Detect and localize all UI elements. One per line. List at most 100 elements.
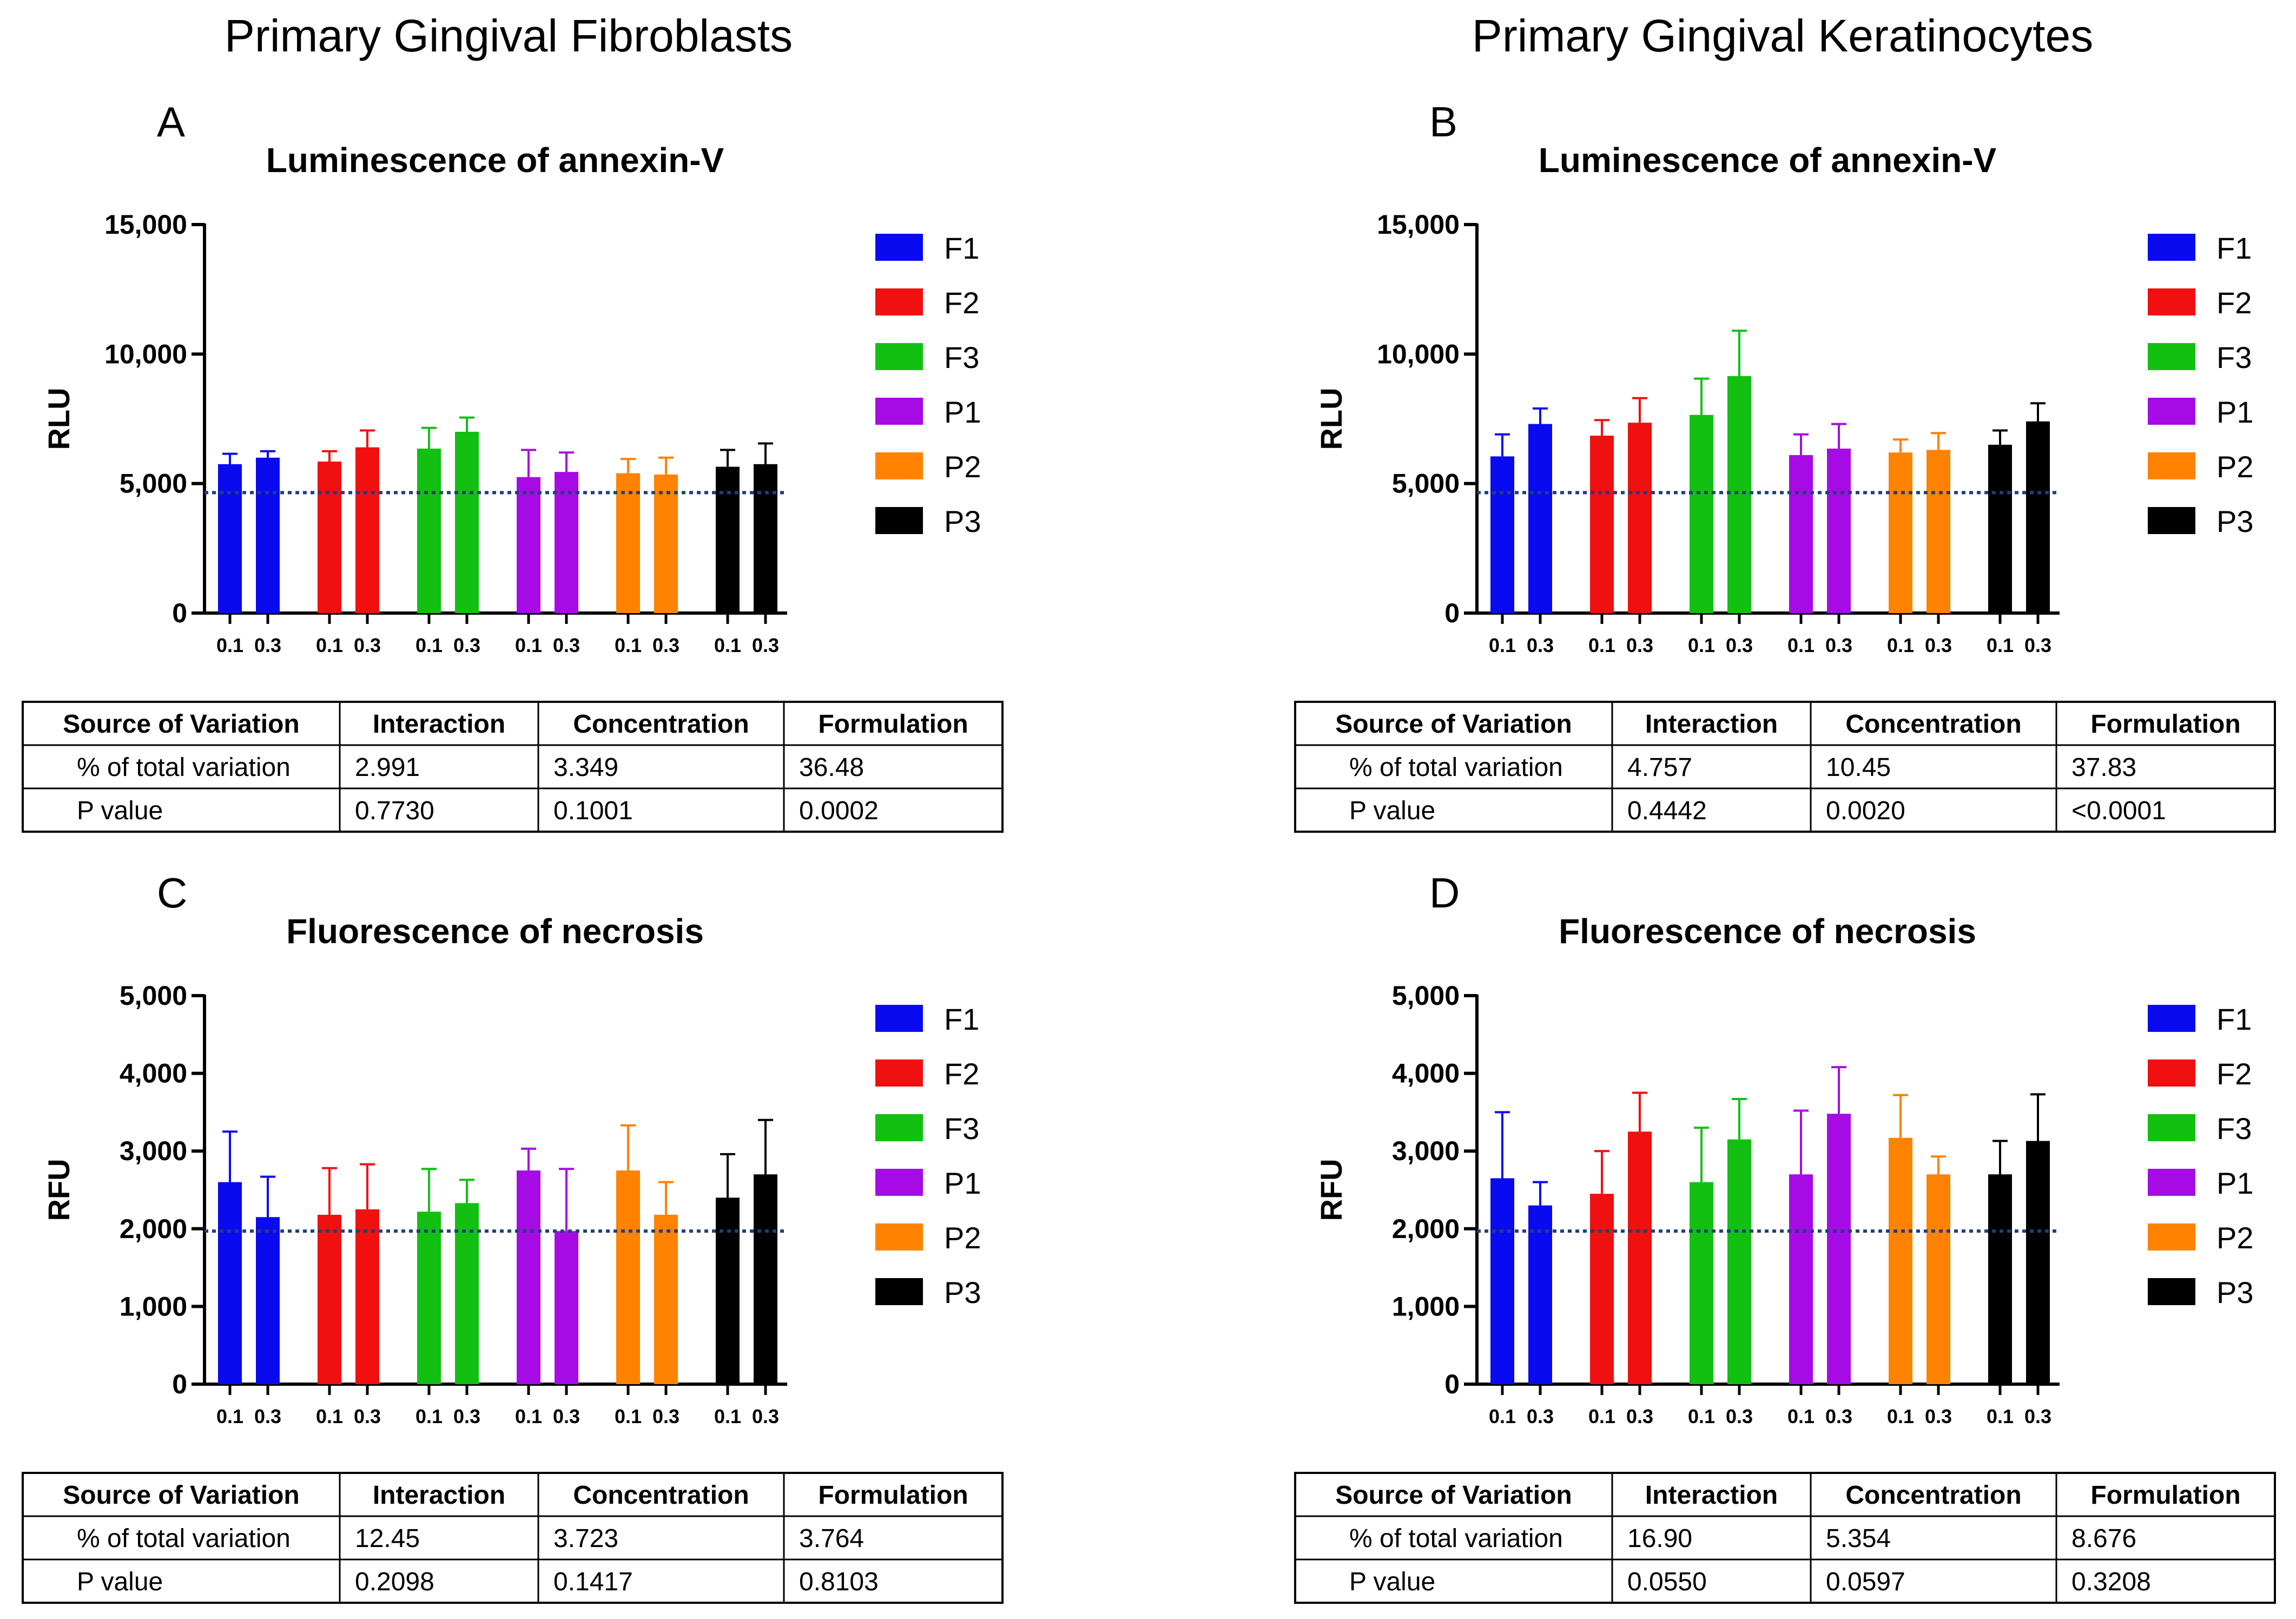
y-tick-label: 3,000	[1392, 1136, 1460, 1166]
table-border	[22, 701, 1004, 833]
legend-swatch-f2	[2148, 288, 2195, 315]
legend-label: P2	[2216, 450, 2254, 484]
table-cell: 0.1001	[553, 797, 633, 825]
bar-f2-03	[355, 447, 379, 613]
table-header-cell: Concentration	[573, 710, 749, 739]
bar-p2-01	[1889, 452, 1912, 613]
legend-swatch-p2	[2148, 452, 2195, 479]
legend-swatch-f3	[2148, 343, 2195, 370]
bar-p3-03	[2026, 421, 2050, 613]
table-cell: P value	[77, 1568, 163, 1596]
y-axis-label: RFU	[1314, 1159, 1348, 1221]
table-cell: 8.676	[2071, 1524, 2136, 1553]
x-tick-label: 0.3	[1925, 634, 1952, 656]
legend-label: F1	[944, 231, 979, 265]
chart-title: Fluorescence of necrosis	[286, 912, 704, 951]
legend-label: P1	[2216, 1166, 2254, 1200]
table-cell: 0.0002	[799, 797, 879, 825]
bar-p2-01	[616, 1170, 640, 1384]
y-tick-label: 10,000	[104, 339, 187, 369]
legend-swatch-f1	[2148, 234, 2195, 261]
x-tick-label: 0.1	[216, 634, 243, 656]
table-cell: 0.0597	[1826, 1568, 1905, 1596]
x-tick-label: 0.1	[1489, 1405, 1516, 1427]
table-cell: <0.0001	[2071, 797, 2166, 825]
bar-p1-01	[1789, 455, 1813, 613]
table-border	[1294, 701, 2276, 833]
legend-swatch-p3	[2148, 507, 2195, 534]
x-tick-label: 0.1	[1887, 634, 1914, 656]
y-tick-label: 0	[172, 598, 187, 628]
bar-f1-03	[256, 457, 280, 613]
table-cell: 0.3208	[2071, 1568, 2151, 1596]
y-tick-label: 4,000	[1392, 1058, 1460, 1089]
legend-swatch-f3	[875, 343, 923, 370]
legend-swatch-p3	[875, 507, 923, 534]
x-tick-label: 0.1	[415, 1405, 443, 1427]
x-tick-label: 0.1	[415, 634, 443, 656]
table-cell: 3.349	[553, 753, 618, 782]
legend-swatch-f1	[875, 1005, 923, 1032]
table-cell: 36.48	[799, 753, 864, 782]
bar-p3-01	[1988, 444, 2012, 613]
bar-f1-03	[1528, 1205, 1552, 1384]
legend-swatch-f3	[2148, 1114, 2195, 1141]
bar-p3-03	[754, 464, 777, 613]
y-tick-label: 5,000	[120, 980, 187, 1011]
bar-p1-03	[555, 1231, 578, 1384]
table-cell: % of total variation	[77, 753, 291, 782]
table-cell: 0.2098	[355, 1568, 434, 1596]
x-tick-label: 0.1	[1787, 1405, 1815, 1427]
stats-table: Source of Variation Interaction Concentrat…	[1294, 1472, 2276, 1604]
legend-label: P1	[944, 1166, 981, 1200]
table-header-cell: Concentration	[1845, 710, 2021, 739]
table-header-cell: Formulation	[2090, 710, 2240, 739]
legend-label: F1	[2216, 1002, 2252, 1036]
table-header-cell: Formulation	[2090, 1481, 2240, 1510]
x-tick-label: 0.1	[1987, 634, 2014, 656]
bar-f3-03	[455, 1203, 479, 1384]
bar-p3-01	[1988, 1174, 2012, 1384]
table-cell: 0.8103	[799, 1568, 879, 1596]
y-axis-label: RLU	[42, 387, 76, 450]
bar-f2-03	[1628, 423, 1652, 613]
table-cell: 3.764	[799, 1524, 864, 1553]
x-tick-label: 0.3	[652, 634, 679, 656]
table-cell: 2.991	[355, 753, 420, 782]
table-header-cell: Interaction	[373, 1481, 505, 1510]
y-tick-label: 15,000	[1377, 209, 1460, 240]
y-tick-label: 5,000	[120, 469, 187, 499]
table-header-cell: Formulation	[818, 1481, 968, 1510]
x-tick-label: 0.1	[1688, 634, 1715, 656]
table-header-cell: Source of Variation	[63, 1481, 299, 1510]
x-tick-label: 0.1	[1588, 634, 1615, 656]
bar-f2-03	[355, 1209, 379, 1384]
legend-swatch-p1	[875, 1169, 923, 1196]
legend-label: F1	[2216, 231, 2252, 265]
panel-letter: C	[157, 869, 187, 917]
bar-p2-01	[616, 473, 640, 613]
x-tick-label: 0.1	[316, 634, 343, 656]
x-tick-label: 0.1	[714, 1405, 741, 1427]
x-tick-label: 0.1	[1987, 1405, 2014, 1427]
table-header-cell: Concentration	[573, 1481, 749, 1510]
bar-f2-01	[318, 1214, 341, 1384]
table-cell: 12.45	[355, 1524, 420, 1553]
bar-f1-01	[218, 464, 242, 613]
legend-swatch-p2	[2148, 1223, 2195, 1251]
bar-p2-03	[654, 1214, 678, 1384]
legend-label: F3	[944, 1111, 979, 1146]
bar-p2-03	[654, 474, 678, 613]
legend-label: F2	[2216, 286, 2252, 320]
panel-b: B Luminescence of annexin-V RLU 0 5,000 10,00…	[1294, 98, 2276, 833]
bar-f2-01	[1590, 1194, 1614, 1384]
y-tick-label: 15,000	[104, 209, 187, 240]
legend-label: P2	[944, 450, 981, 484]
bar-p2-03	[1926, 450, 1950, 613]
x-tick-label: 0.3	[2024, 1405, 2051, 1427]
table-header-cell: Interaction	[373, 710, 505, 739]
heading-right: Primary Gingival Keratinocytes	[1472, 10, 2093, 61]
x-tick-label: 0.1	[1688, 1405, 1715, 1427]
y-tick-label: 1,000	[120, 1291, 187, 1321]
panel-letter: A	[157, 98, 185, 146]
